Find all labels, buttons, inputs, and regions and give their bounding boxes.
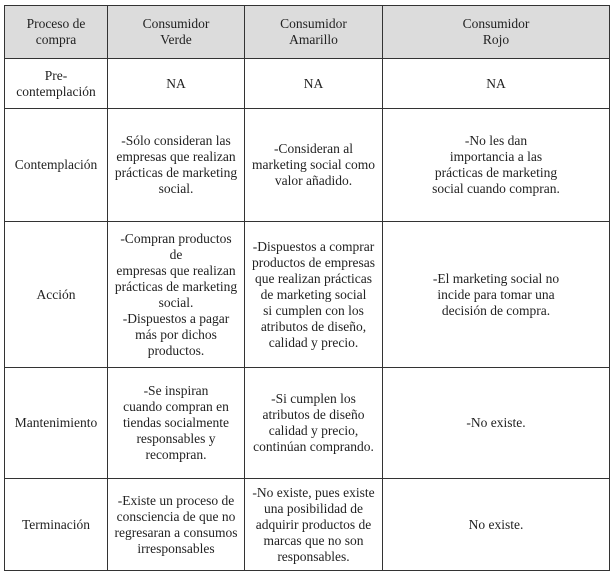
header-amarillo: Consumidor Amarillo (244, 5, 383, 59)
verde-cell: NA (107, 58, 245, 109)
stage-cell: Acción (4, 221, 108, 368)
amarillo-cell: -Consideran al marketing social como val… (244, 108, 383, 222)
stage-cell: Terminación (4, 478, 108, 571)
amarillo-cell: -Si cumplen los atributos de diseño cali… (244, 367, 383, 479)
verde-cell: -Sólo consideran las empresas que realiz… (107, 108, 245, 222)
rojo-cell: -No existe. (382, 367, 610, 479)
table-row: Pre- contemplación NA NA NA (4, 58, 610, 109)
stage-cell: Mantenimiento (4, 367, 108, 479)
purchase-process-table: Proceso de compra Consumidor Verde Consu… (4, 5, 610, 571)
amarillo-cell: -No existe, pues existe una posibilidad … (244, 478, 383, 571)
verde-cell: -Se inspiran cuando compran en tiendas s… (107, 367, 245, 479)
rojo-cell: NA (382, 58, 610, 109)
amarillo-cell: NA (244, 58, 383, 109)
stage-cell: Contemplación (4, 108, 108, 222)
rojo-cell: -El marketing social no incide para toma… (382, 221, 610, 368)
verde-cell: -Compran productos de empresas que reali… (107, 221, 245, 368)
table-row: Mantenimiento -Se inspiran cuando compra… (4, 367, 610, 479)
verde-cell: -Existe un proceso de consciencia de que… (107, 478, 245, 571)
header-rojo: Consumidor Rojo (382, 5, 610, 59)
rojo-cell: No existe. (382, 478, 610, 571)
header-proceso: Proceso de compra (4, 5, 108, 59)
table-row: Contemplación -Sólo consideran las empre… (4, 108, 610, 222)
stage-cell: Pre- contemplación (4, 58, 108, 109)
table-row: Acción -Compran productos de empresas qu… (4, 221, 610, 368)
header-row: Proceso de compra Consumidor Verde Consu… (4, 5, 610, 59)
amarillo-cell: -Dispuestos a comprar productos de empre… (244, 221, 383, 368)
header-verde: Consumidor Verde (107, 5, 245, 59)
rojo-cell: -No les dan importancia a las prácticas … (382, 108, 610, 222)
table-row: Terminación -Existe un proceso de consci… (4, 478, 610, 571)
